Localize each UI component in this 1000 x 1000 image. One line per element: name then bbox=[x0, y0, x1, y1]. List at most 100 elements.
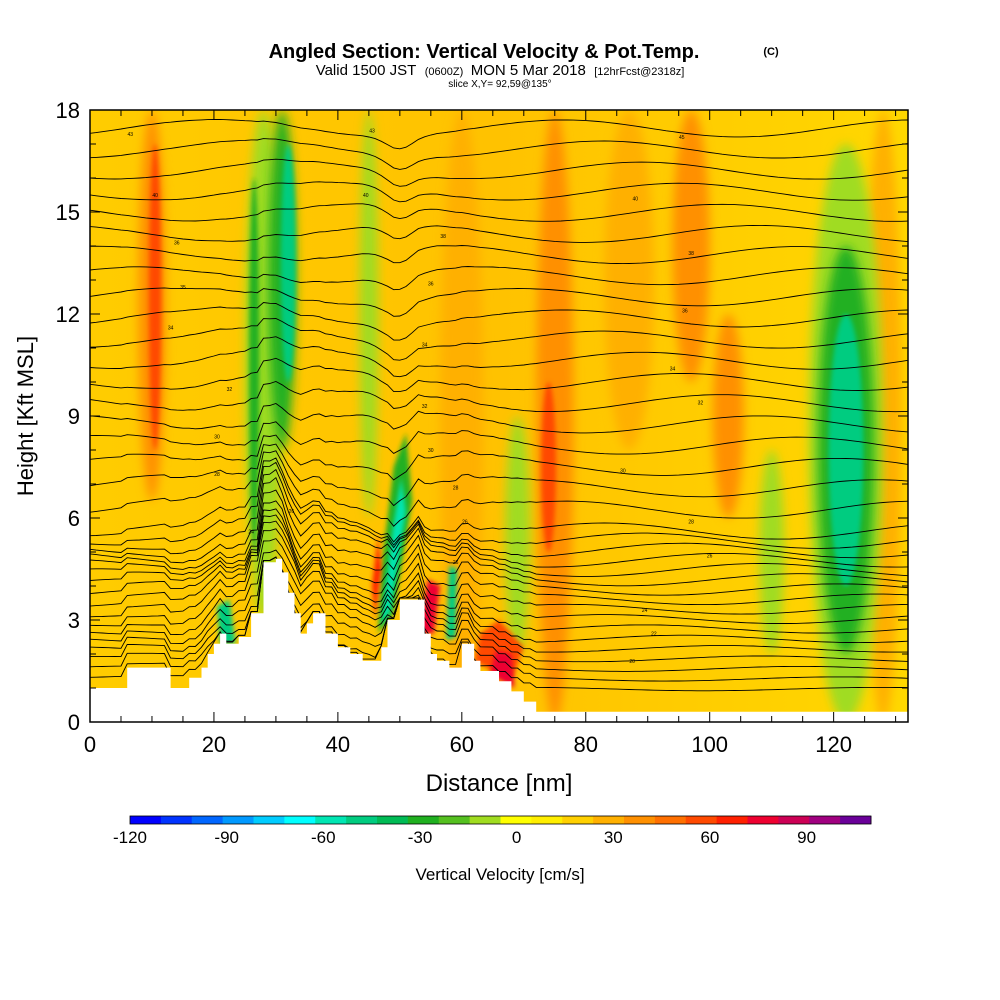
subtitle-date: MON 5 Mar 2018 bbox=[471, 62, 586, 79]
velocity-cell bbox=[604, 110, 654, 450]
isentrope-line bbox=[90, 508, 908, 596]
colorbar-swatch bbox=[253, 816, 285, 824]
y-tick-label: 9 bbox=[68, 404, 80, 429]
isentrope-line bbox=[90, 266, 908, 291]
colorbar-swatch bbox=[315, 816, 347, 824]
chart-title: Angled Section: Vertical Velocity & Pot.… bbox=[269, 41, 700, 63]
contour-label: 43 bbox=[369, 128, 375, 134]
x-tick-label: 0 bbox=[84, 732, 96, 757]
contour-label: 34 bbox=[422, 343, 428, 349]
velocity-cell bbox=[536, 110, 574, 722]
chart-header: Angled Section: Vertical Velocity & Pot.… bbox=[269, 41, 779, 90]
y-tick-label: 0 bbox=[68, 710, 80, 735]
contour-label: 40 bbox=[363, 193, 369, 199]
isentrope-line bbox=[90, 520, 908, 615]
isentrope-line bbox=[90, 556, 908, 663]
isentrope-line bbox=[90, 181, 908, 203]
isentrope-line bbox=[90, 336, 908, 378]
colorbar-swatch bbox=[160, 816, 193, 824]
isentrope-line bbox=[90, 500, 908, 587]
isentrope-line bbox=[90, 203, 908, 222]
contour-label: 28 bbox=[453, 485, 459, 491]
y-tick-labels: 0 3 6 9 12 15 18 bbox=[56, 98, 80, 735]
colorbar-swatch bbox=[685, 816, 718, 824]
colorbar-swatch bbox=[346, 816, 378, 824]
terrain bbox=[90, 558, 908, 722]
velocity-cell bbox=[359, 110, 379, 518]
colorbar-swatch bbox=[654, 816, 687, 824]
colorbar-tick-labels: -120 -90 -60 -30 0 30 60 90 bbox=[113, 828, 816, 847]
isentrope-line bbox=[90, 421, 908, 455]
velocity-cell bbox=[505, 416, 530, 654]
colorbar-swatch bbox=[562, 816, 594, 824]
isentrope-line bbox=[90, 434, 908, 481]
contour-label: 36 bbox=[174, 241, 180, 247]
contour-label: 34 bbox=[168, 326, 174, 332]
y-tick-label: 6 bbox=[68, 506, 80, 531]
velocity-cell bbox=[828, 314, 864, 586]
colorbar-tick-label: -90 bbox=[214, 828, 239, 847]
isentrope-line bbox=[90, 450, 908, 527]
isentrope-line bbox=[90, 403, 908, 434]
velocity-cell bbox=[249, 178, 260, 552]
colorbar bbox=[129, 815, 872, 825]
x-tick-label: 40 bbox=[326, 732, 350, 757]
isentrope-line bbox=[90, 514, 908, 606]
colorbar-swatch bbox=[809, 816, 841, 824]
isentrope-line bbox=[90, 224, 908, 243]
colorbar-tick-label: -30 bbox=[408, 828, 433, 847]
contour-label: 40 bbox=[633, 196, 639, 202]
velocity-cell bbox=[489, 650, 515, 688]
colorbar-swatch bbox=[284, 816, 316, 824]
contour-label: 32 bbox=[227, 387, 233, 393]
contour-label: 28 bbox=[214, 472, 220, 478]
contour-label: 32 bbox=[422, 404, 428, 410]
colorbar-swatch bbox=[469, 816, 501, 824]
velocity-cell bbox=[372, 535, 382, 620]
contour-label: 24 bbox=[642, 608, 648, 614]
contour-label: 38 bbox=[688, 251, 694, 257]
colorbar-swatch bbox=[407, 816, 440, 824]
isentrope-line bbox=[90, 138, 908, 170]
contour-label: 26 bbox=[707, 553, 713, 559]
colorbar-tick-label: -60 bbox=[311, 828, 336, 847]
velocity-cell bbox=[148, 144, 162, 450]
y-axis-label: Height [Kft MSL] bbox=[13, 336, 38, 496]
contour-label: 24 bbox=[248, 530, 254, 536]
y-tick-label: 18 bbox=[56, 98, 80, 123]
velocity-field bbox=[138, 110, 902, 722]
isentrope-line bbox=[90, 457, 908, 543]
colorbar-tick-label: 60 bbox=[700, 828, 719, 847]
axis-ticks bbox=[89, 109, 908, 723]
colorbar-swatch bbox=[840, 816, 872, 824]
x-tick-label: 20 bbox=[202, 732, 226, 757]
y-tick-label: 3 bbox=[68, 608, 80, 633]
colorbar-swatch bbox=[747, 816, 779, 824]
isentrope-line bbox=[90, 443, 908, 507]
colorbar-swatch bbox=[593, 816, 625, 824]
isentrope-line bbox=[90, 489, 908, 577]
isentrope-line bbox=[90, 556, 908, 672]
chart-subtitle: Valid 1500 JST (0600Z) MON 5 Mar 2018 [1… bbox=[316, 62, 685, 79]
x-axis-label: Distance [nm] bbox=[426, 770, 573, 797]
colorbar-tick-label: 0 bbox=[512, 828, 521, 847]
contour-label: 22 bbox=[651, 632, 657, 638]
velocity-cell bbox=[541, 382, 556, 552]
velocity-cell bbox=[712, 314, 744, 518]
slice-info: slice X,Y= 92,59@135° bbox=[448, 79, 551, 90]
contour-label: 28 bbox=[688, 519, 694, 525]
isentrope-line bbox=[90, 287, 908, 317]
contour-label: 26 bbox=[462, 519, 468, 525]
contour-label: 43 bbox=[128, 132, 134, 138]
colorbar-swatch bbox=[531, 816, 563, 824]
isentrope-line bbox=[90, 302, 908, 341]
subtitle-forecast: [12hrFcst@2318z] bbox=[594, 66, 684, 78]
isentrope-line bbox=[90, 461, 908, 549]
colorbar-tick-label: 90 bbox=[797, 828, 816, 847]
potential-temperature-contours bbox=[90, 118, 908, 692]
contour-label: 32 bbox=[698, 400, 704, 406]
isentrope-line bbox=[90, 118, 908, 150]
colorbar-frame bbox=[129, 815, 872, 825]
colorbar-tick-label: 30 bbox=[604, 828, 623, 847]
